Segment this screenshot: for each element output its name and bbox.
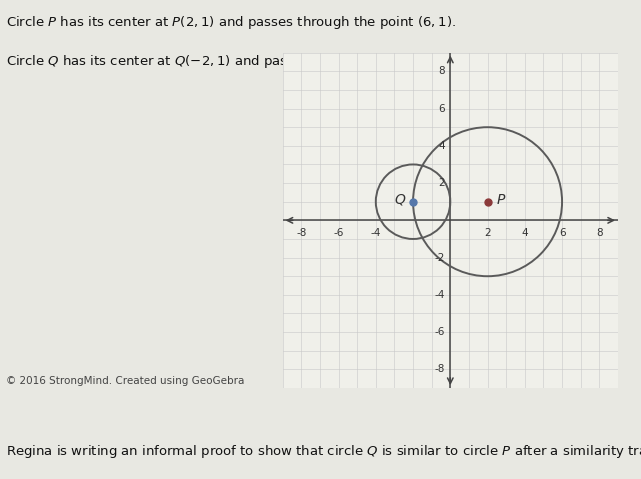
- Text: 6: 6: [438, 103, 445, 114]
- Text: $\mathit{P}$: $\mathit{P}$: [496, 193, 506, 207]
- Text: -8: -8: [435, 365, 445, 375]
- Text: 4: 4: [438, 141, 445, 151]
- Text: -6: -6: [435, 327, 445, 337]
- Text: Regina is writing an informal proof to show that circle $\mathit{Q}$ is similar : Regina is writing an informal proof to s…: [6, 443, 641, 460]
- Text: 8: 8: [438, 66, 445, 76]
- Text: -6: -6: [333, 228, 344, 238]
- Text: -4: -4: [370, 228, 381, 238]
- Text: -2: -2: [435, 252, 445, 262]
- Text: 4: 4: [522, 228, 528, 238]
- Text: -4: -4: [435, 290, 445, 300]
- Text: 8: 8: [596, 228, 603, 238]
- Text: -8: -8: [296, 228, 306, 238]
- Text: 6: 6: [559, 228, 565, 238]
- Text: 2: 2: [484, 228, 491, 238]
- Text: Circle $\mathit{Q}$ has its center at $\mathit{Q}(-2, 1)$ and passes through the: Circle $\mathit{Q}$ has its center at $\…: [6, 53, 472, 69]
- Text: Circle $\mathit{P}$ has its center at $\mathit{P}(2, 1)$ and passes through the : Circle $\mathit{P}$ has its center at $\…: [6, 14, 456, 31]
- Text: $\mathit{Q}$: $\mathit{Q}$: [394, 193, 407, 207]
- Text: © 2016 StrongMind. Created using GeoGebra: © 2016 StrongMind. Created using GeoGebr…: [6, 376, 245, 386]
- Text: 2: 2: [438, 178, 445, 188]
